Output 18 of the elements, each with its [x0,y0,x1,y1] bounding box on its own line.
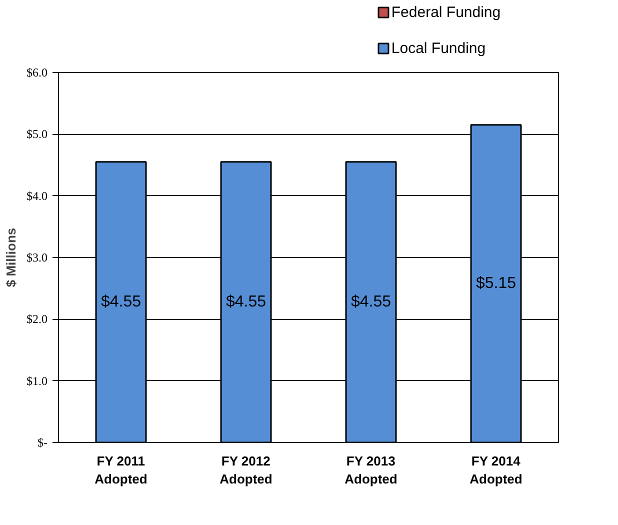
y-tick-label: $- [38,436,48,450]
data-label: $4.55 [100,294,142,311]
y-tick-label: $3.0 [26,250,48,264]
data-label: $4.55 [350,294,392,311]
x-tick-label: FY 2013 Adopted [344,454,398,486]
legend-label: Local Funding [391,40,486,57]
x-tick-label: FY 2012 Adopted [220,454,272,486]
legend-label: Federal Funding [391,4,501,21]
y-tick-label: $6.0 [26,66,48,80]
y-tick-label: $2.0 [26,312,48,326]
y-tick-label: $5.0 [26,127,48,142]
y-axis-title: $ Millions [4,228,18,288]
x-tick-label: FY 2011 Adopted [94,454,148,486]
y-tick-label: $1.0 [26,374,48,388]
y-tick-label: $4.0 [26,188,48,203]
data-label: $5.15 [476,275,516,292]
data-label: $4.55 [226,294,266,311]
x-tick-label: FY 2014 Adopted [470,454,522,486]
